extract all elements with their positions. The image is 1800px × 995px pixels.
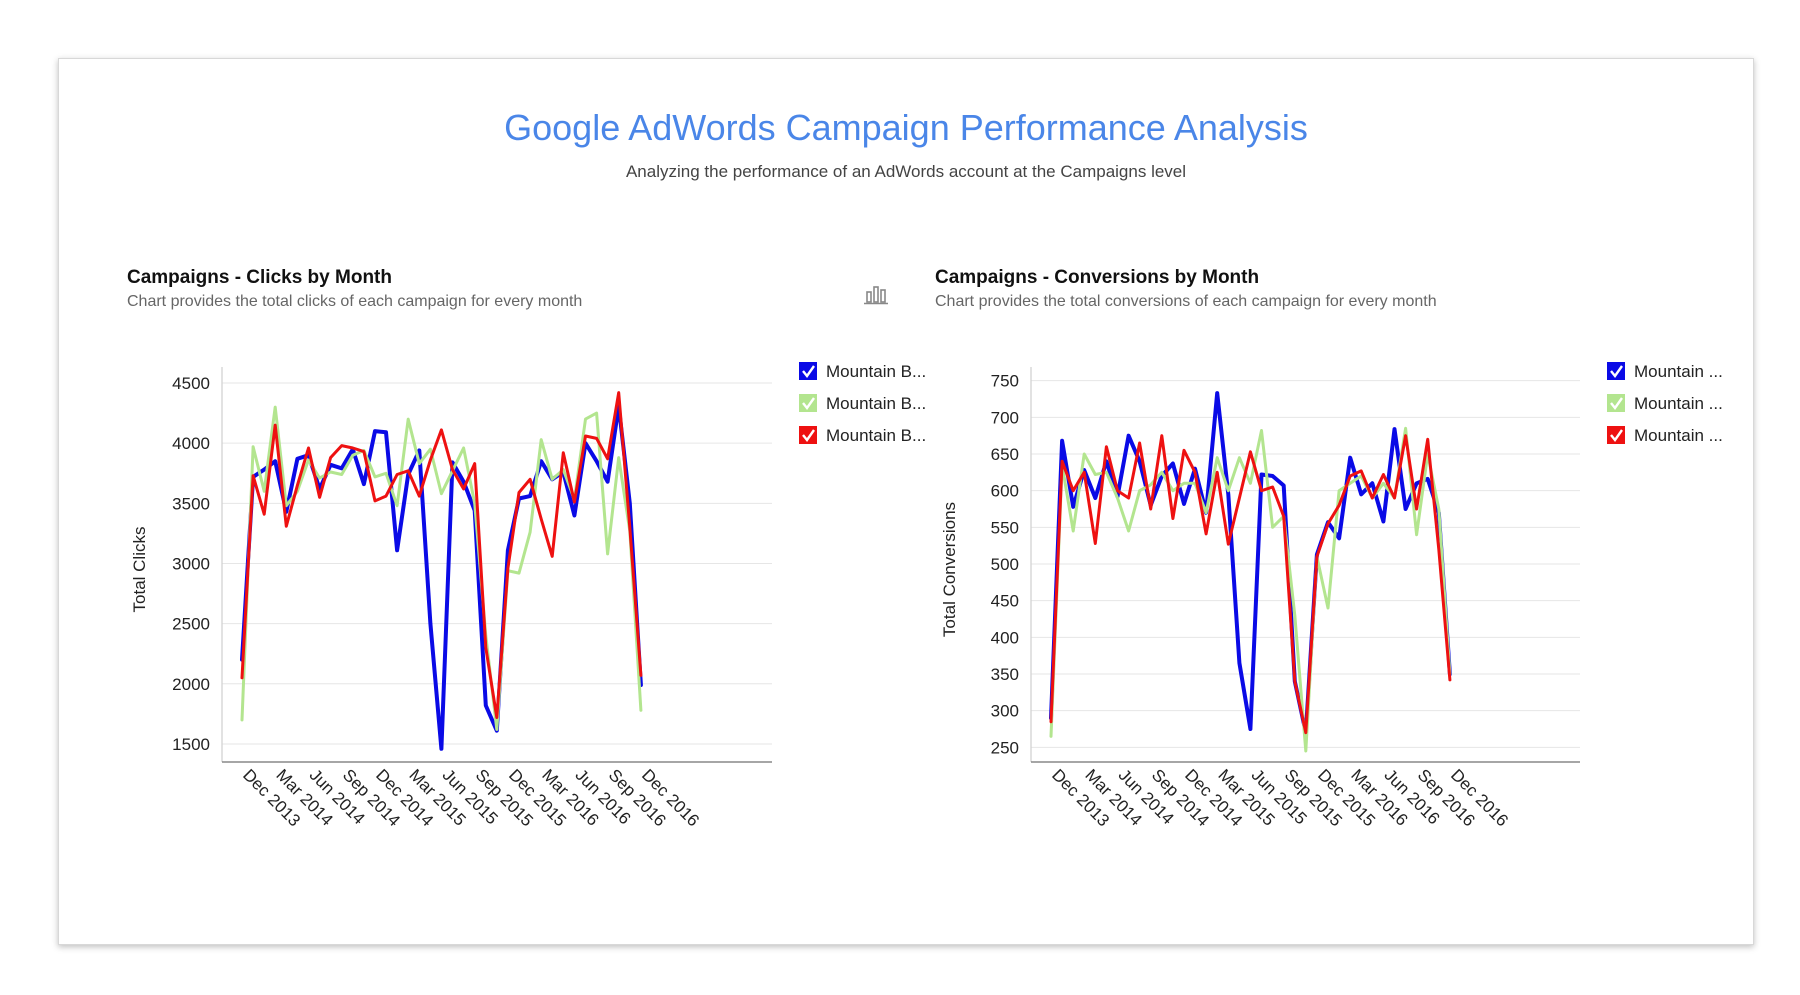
legend-label: Mountain ...	[1634, 426, 1723, 445]
y-tick-label: 300	[991, 702, 1019, 721]
legend-item[interactable]: Mountain ...	[1607, 394, 1723, 413]
y-tick-label: 3000	[172, 554, 210, 573]
legend-label: Mountain B...	[826, 394, 926, 413]
check-icon	[802, 365, 815, 379]
chart-title: Campaigns - Clicks by Month	[127, 267, 392, 288]
y-tick-label: 250	[991, 738, 1019, 757]
check-icon	[1610, 365, 1623, 379]
y-tick-label: 4500	[172, 374, 210, 393]
y-tick-label: 450	[991, 592, 1019, 611]
chart-title: Campaigns - Conversions by Month	[935, 267, 1260, 288]
legend-item[interactable]: Mountain B...	[799, 394, 926, 413]
series-line	[1049, 434, 1452, 735]
y-tick-label: 700	[991, 408, 1019, 427]
y-tick-label: 2000	[172, 675, 210, 694]
legend-checkbox	[1607, 362, 1625, 380]
legend-label: Mountain B...	[826, 362, 926, 381]
legend-checkbox	[799, 362, 817, 380]
y-tick-label: 500	[991, 555, 1019, 574]
series-line	[1049, 391, 1452, 735]
series-line	[1049, 426, 1452, 753]
y-tick-label: 350	[991, 665, 1019, 684]
y-tick-label: 400	[991, 628, 1019, 647]
legend-label: Mountain B...	[826, 426, 926, 445]
bar-chart-icon[interactable]	[864, 283, 888, 305]
series-line	[240, 391, 643, 719]
y-tick-label: 1500	[172, 735, 210, 754]
clicks-chart-widget: Campaigns - Clicks by Month Chart provid…	[59, 267, 926, 907]
check-icon	[1610, 397, 1623, 411]
legend-item[interactable]: Mountain ...	[1607, 362, 1723, 381]
y-tick-label: 650	[991, 445, 1019, 464]
legend-label: Mountain ...	[1634, 362, 1723, 381]
conversions-chart-widget: Campaigns - Conversions by Month Chart p…	[867, 267, 1723, 907]
legend-checkbox	[799, 394, 817, 412]
legend-checkbox	[1607, 394, 1625, 412]
legend-checkbox	[799, 426, 817, 444]
dashboard-subtitle: Analyzing the performance of an AdWords …	[625, 162, 1187, 181]
legend-checkbox	[1607, 426, 1625, 444]
y-axis-title: Total Conversions	[940, 502, 959, 637]
check-icon	[802, 429, 815, 443]
y-tick-label: 750	[991, 372, 1019, 391]
y-tick-label: 2500	[172, 615, 210, 634]
check-icon	[1610, 429, 1623, 443]
legend-item[interactable]: Mountain B...	[799, 426, 926, 445]
check-icon	[802, 397, 815, 411]
legend-item[interactable]: Mountain ...	[1607, 426, 1723, 445]
legend-item[interactable]: Mountain B...	[799, 362, 926, 381]
legend-label: Mountain ...	[1634, 394, 1723, 413]
y-tick-label: 550	[991, 518, 1019, 537]
y-axis-title: Total Clicks	[130, 527, 149, 613]
y-tick-label: 3500	[172, 494, 210, 513]
y-tick-label: 600	[991, 482, 1019, 501]
chart-subtitle: Chart provides the total clicks of each …	[127, 293, 583, 310]
dashboard-card: Google AdWords Campaign Performance Anal…	[58, 58, 1754, 945]
chart-subtitle: Chart provides the total conversions of …	[935, 293, 1437, 310]
dashboard-title: Google AdWords Campaign Performance Anal…	[504, 107, 1308, 148]
y-tick-label: 4000	[172, 434, 210, 453]
series-line	[240, 403, 643, 751]
